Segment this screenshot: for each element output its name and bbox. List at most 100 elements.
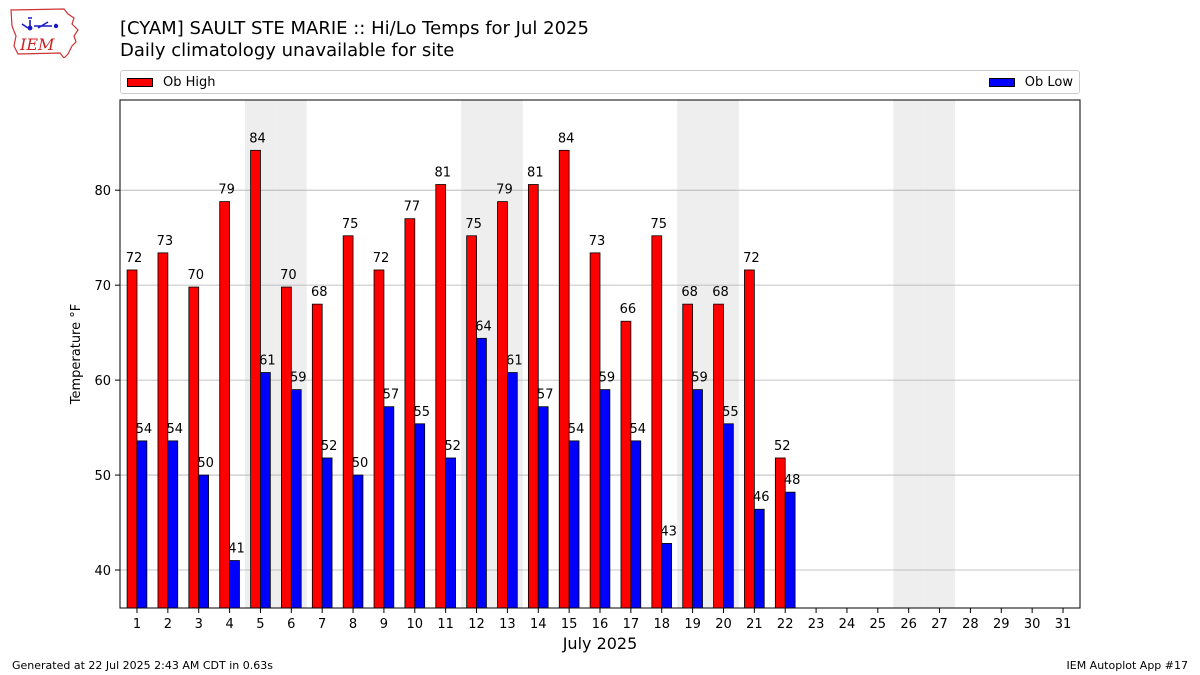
bar-label-high-day-21: 72 bbox=[743, 251, 760, 266]
x-tick-label-28: 28 bbox=[962, 617, 979, 632]
x-tick-label-10: 10 bbox=[407, 617, 424, 632]
y-tick-label-50: 50 bbox=[94, 469, 111, 484]
x-tick-label-12: 12 bbox=[468, 617, 485, 632]
bar-label-low-day-21: 46 bbox=[753, 490, 770, 505]
bars bbox=[126, 149, 796, 609]
bar-low-day-12 bbox=[476, 337, 487, 609]
bar-low-day-22 bbox=[784, 491, 796, 609]
legend-swatch-low bbox=[988, 78, 1015, 87]
x-tick-label-27: 27 bbox=[931, 617, 948, 632]
bar-label-high-day-19: 68 bbox=[681, 285, 698, 300]
x-tick-label-2: 2 bbox=[164, 617, 172, 632]
legend: Ob High Ob Low bbox=[120, 70, 1080, 94]
x-tick-label-5: 5 bbox=[256, 617, 264, 632]
bar-label-high-day-11: 81 bbox=[434, 166, 451, 181]
bar-label-low-day-18: 43 bbox=[660, 524, 677, 539]
x-tick-label-31: 31 bbox=[1055, 617, 1072, 632]
bar-low-day-1 bbox=[136, 440, 148, 609]
bar-high-day-19 bbox=[682, 303, 694, 609]
bar-high-day-11 bbox=[435, 184, 447, 609]
x-tick-label-30: 30 bbox=[1024, 617, 1041, 632]
bar-low-day-10 bbox=[414, 423, 426, 609]
bar-label-high-day-13: 79 bbox=[496, 183, 513, 198]
legend-item-low: Ob Low bbox=[988, 75, 1073, 90]
bar-label-low-day-4: 41 bbox=[228, 542, 245, 557]
bar-low-day-2 bbox=[167, 440, 179, 609]
x-tick-label-9: 9 bbox=[380, 617, 388, 632]
bar-label-low-day-22: 48 bbox=[784, 473, 801, 488]
bar-label-low-day-9: 57 bbox=[383, 388, 400, 403]
y-tick-label-70: 70 bbox=[94, 279, 111, 294]
bar-high-day-20 bbox=[713, 303, 724, 609]
bar-high-day-8 bbox=[342, 235, 354, 609]
bar-low-day-13 bbox=[506, 372, 518, 609]
x-tick-label-6: 6 bbox=[287, 617, 295, 632]
bar-label-high-day-12: 75 bbox=[465, 217, 482, 232]
bar-high-day-12 bbox=[466, 235, 477, 609]
logo-text: IEM bbox=[19, 35, 55, 54]
bar-labels: 72 73 70 79 84 70 68 75 72 77 81 75 79 81 84 73 66 75 68 68… bbox=[126, 131, 801, 556]
bar-low-day-21 bbox=[753, 508, 765, 609]
bar-low-day-3 bbox=[198, 474, 209, 609]
bar-label-high-day-14: 81 bbox=[527, 166, 544, 181]
legend-item-high: Ob High bbox=[127, 75, 216, 90]
x-tick-label-19: 19 bbox=[684, 617, 701, 632]
bar-label-low-day-8: 50 bbox=[352, 456, 369, 471]
bar-label-high-day-7: 68 bbox=[311, 285, 328, 300]
bar-label-low-day-11: 52 bbox=[444, 439, 461, 454]
bar-label-low-day-10: 55 bbox=[413, 405, 430, 420]
bar-label-high-day-9: 72 bbox=[373, 251, 390, 266]
bar-high-day-13 bbox=[497, 201, 508, 609]
x-tick-label-18: 18 bbox=[653, 617, 670, 632]
bar-low-day-15 bbox=[568, 440, 580, 609]
legend-label-high: Ob High bbox=[163, 75, 216, 90]
bar-label-low-day-6: 59 bbox=[290, 371, 307, 386]
bar-label-high-day-20: 68 bbox=[712, 285, 729, 300]
bar-high-day-5 bbox=[250, 149, 261, 609]
bar-label-high-day-4: 79 bbox=[218, 183, 235, 198]
x-tick-label-21: 21 bbox=[746, 617, 763, 632]
y-axis-label: Temperature °F bbox=[69, 304, 84, 405]
y-tick-label-80: 80 bbox=[94, 184, 111, 199]
x-tick-label-14: 14 bbox=[530, 617, 547, 632]
bar-label-high-day-8: 75 bbox=[342, 217, 359, 232]
bar-label-high-day-16: 73 bbox=[589, 234, 606, 249]
x-tick-label-3: 3 bbox=[195, 617, 203, 632]
bar-low-day-8 bbox=[352, 474, 364, 609]
bar-low-day-7 bbox=[321, 457, 333, 609]
bar-label-high-day-6: 70 bbox=[280, 268, 297, 283]
bar-low-day-5 bbox=[260, 372, 271, 609]
weekend-shade-day-26 bbox=[893, 100, 925, 608]
footer-app: IEM Autoplot App #17 bbox=[1066, 659, 1189, 672]
x-tick-label-25: 25 bbox=[870, 617, 887, 632]
bar-low-day-20 bbox=[723, 423, 734, 609]
bar-low-day-9 bbox=[383, 406, 395, 609]
iem-logo: IEM bbox=[10, 8, 79, 58]
x-tick-label-13: 13 bbox=[499, 617, 516, 632]
bar-label-low-day-20: 55 bbox=[722, 405, 739, 420]
bar-label-high-day-17: 66 bbox=[620, 302, 637, 317]
bar-label-high-day-22: 52 bbox=[774, 439, 791, 454]
bar-high-day-21 bbox=[744, 269, 755, 609]
x-tick-label-4: 4 bbox=[225, 617, 233, 632]
bar-label-high-day-15: 84 bbox=[558, 131, 575, 146]
x-tick-label-11: 11 bbox=[437, 617, 454, 632]
y-tick-label-40: 40 bbox=[94, 564, 111, 579]
bar-label-low-day-16: 59 bbox=[599, 371, 616, 386]
bar-label-high-day-2: 73 bbox=[157, 234, 174, 249]
y-tick-label-60: 60 bbox=[94, 374, 111, 389]
legend-swatch-high bbox=[127, 78, 153, 87]
bar-label-high-day-18: 75 bbox=[651, 217, 668, 232]
bar-low-day-4 bbox=[229, 560, 240, 609]
bar-label-low-day-12: 64 bbox=[475, 319, 492, 334]
bar-label-low-day-1: 54 bbox=[136, 422, 153, 437]
x-tick-label-20: 20 bbox=[715, 617, 732, 632]
x-axis-label: July 2025 bbox=[562, 634, 638, 653]
bar-high-day-17 bbox=[620, 320, 632, 609]
x-tick-label-7: 7 bbox=[318, 617, 326, 632]
bar-low-day-6 bbox=[290, 389, 302, 609]
x-tick-label-29: 29 bbox=[993, 617, 1010, 632]
bar-high-day-9 bbox=[373, 269, 385, 609]
bar-low-day-17 bbox=[630, 440, 642, 609]
